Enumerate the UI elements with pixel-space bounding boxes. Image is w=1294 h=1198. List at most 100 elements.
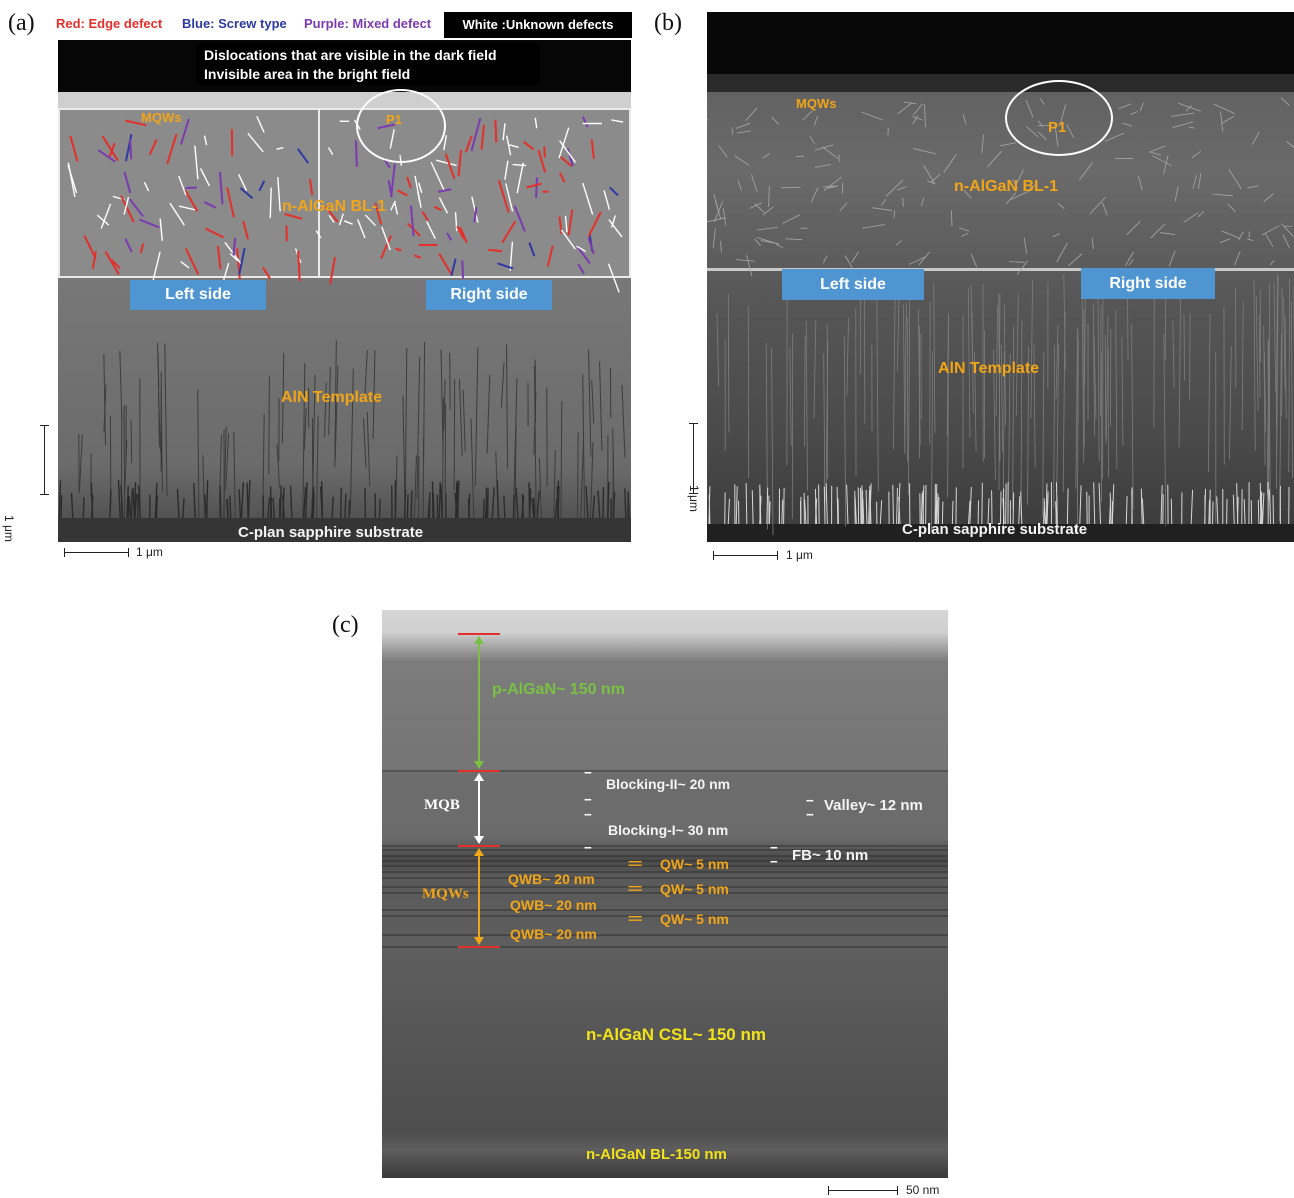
threading-line-b — [1097, 281, 1100, 462]
p-algan-label: p-AlGaN~ 150 nm — [492, 681, 625, 698]
dislocation-mark — [258, 180, 266, 192]
p1-circle-b — [1005, 80, 1113, 156]
bl-texture — [760, 240, 779, 245]
bl-texture — [987, 150, 1002, 168]
left-side-box-a: Left side — [130, 280, 266, 310]
bl-texture — [1282, 234, 1290, 248]
threading-line-b — [1284, 314, 1287, 419]
bl-texture — [961, 232, 969, 238]
substrate-spike-b — [751, 490, 754, 525]
dislocation-mark — [406, 176, 412, 189]
bl-texture — [1269, 259, 1275, 266]
scale-bar-cap1-c — [828, 1186, 829, 1195]
substrate-spike-b — [1066, 488, 1069, 525]
substrate-band — [58, 518, 631, 542]
threading-line — [233, 432, 236, 519]
bl-texture — [1079, 162, 1093, 181]
threading-line-b — [1229, 346, 1232, 460]
threading-line — [462, 389, 466, 452]
dislocation-mark — [523, 140, 535, 151]
substrate-spike — [82, 497, 85, 519]
bl-texture — [749, 202, 763, 209]
substrate-spike-b — [768, 501, 771, 525]
substrate-spike — [70, 492, 74, 519]
substrate-spike — [238, 489, 242, 519]
bl-texture — [751, 174, 758, 193]
dislocation-mark — [575, 244, 591, 265]
substrate-spike-b — [1268, 489, 1272, 525]
legend-mixed: Purple: Mixed defect — [304, 16, 432, 31]
substrate-spike-b — [897, 483, 901, 525]
substrate-spike — [624, 488, 627, 519]
dislocation-mark — [216, 245, 222, 270]
substrate-spike-b — [1109, 492, 1112, 525]
bl-texture — [920, 198, 925, 207]
threading-line-b — [971, 312, 974, 414]
bl-texture — [1191, 150, 1202, 158]
dislocation-mark — [184, 248, 200, 275]
note-line1: Dislocations that are visible in the dar… — [204, 47, 497, 63]
scale-bar-v-cap2-b — [689, 493, 698, 494]
threading-line-b — [1109, 328, 1112, 427]
threading-line-b — [896, 298, 900, 372]
dislocation-mark — [67, 162, 76, 197]
substrate-spike — [378, 499, 381, 519]
threading-line-b — [805, 320, 808, 491]
bl-texture — [1197, 173, 1202, 190]
bl-texture — [814, 164, 832, 168]
threading-line-b — [1259, 289, 1262, 363]
threading-line-b — [1258, 314, 1261, 398]
scale-label-h-b: 1 μm — [786, 548, 813, 562]
dislocation-mark — [457, 149, 463, 177]
threading-line — [486, 374, 491, 454]
qwb2-label: QWB~ 20 nm — [510, 897, 597, 913]
substrate-spike-b — [859, 487, 862, 525]
dislocation-mark — [205, 227, 224, 239]
blocking2-label: Blocking-II~ 20 nm — [606, 776, 731, 792]
substrate-spike — [554, 498, 558, 519]
dislocation-mark — [364, 214, 376, 227]
substrate-spike-b — [936, 493, 939, 525]
bl-texture — [735, 122, 751, 129]
threading-line-b — [1253, 280, 1256, 451]
bl-texture — [981, 134, 984, 153]
substrate-spike — [127, 496, 130, 519]
dislocation-mark — [446, 232, 453, 241]
dislocation-mark — [607, 263, 620, 293]
dislocation-mark — [437, 188, 452, 193]
substrate-spike-b — [1055, 497, 1058, 525]
substrate-spike-b — [1141, 498, 1145, 525]
dislocation-mark — [327, 147, 334, 156]
scale-bar-v-b — [693, 423, 694, 494]
dislocation-mark — [516, 162, 524, 194]
qw2-dash: == — [628, 881, 642, 896]
bl-texture — [722, 208, 727, 226]
substrate-spike — [204, 494, 207, 519]
bl-texture — [913, 148, 937, 155]
dislocation-mark — [421, 211, 429, 222]
dislocation-mark — [354, 140, 358, 167]
substrate-spike-b — [969, 486, 972, 525]
dislocation-mark — [414, 175, 422, 208]
dislocation-mark — [425, 220, 436, 240]
substrate-spike — [60, 495, 63, 519]
dislocation-mark — [502, 123, 506, 141]
substrate-spike-b — [1261, 492, 1265, 525]
threading-line-b — [1189, 313, 1191, 400]
bl-texture — [809, 136, 815, 144]
qw1-label: QW~ 5 nm — [660, 856, 729, 872]
panel-c-letter: (c) — [332, 612, 359, 638]
bl-texture — [1234, 251, 1241, 266]
bl-divider — [318, 108, 320, 278]
bl-texture — [1238, 231, 1244, 241]
threading-line-b — [813, 319, 817, 419]
bl-texture — [754, 238, 761, 246]
note-line2: Invisible area in the bright field — [204, 66, 411, 82]
substrate-spike-b — [745, 483, 748, 525]
substrate-spike-b — [896, 487, 898, 525]
substrate-spike — [229, 495, 232, 519]
substrate-spike — [468, 494, 471, 519]
dislocation-mark — [124, 133, 133, 162]
bl-texture — [1150, 151, 1162, 156]
qw3-dash: == — [628, 911, 642, 926]
